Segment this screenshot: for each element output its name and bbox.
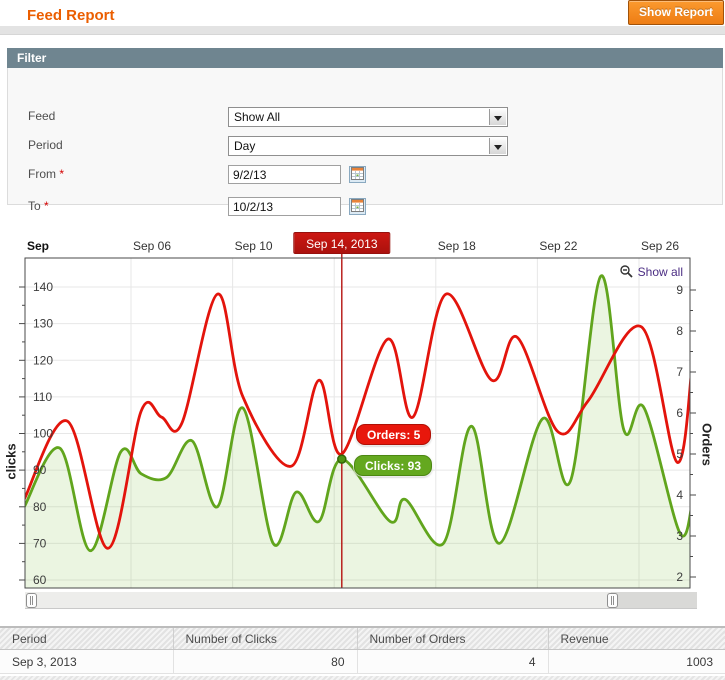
feed-label: Feed [28, 109, 56, 123]
svg-text:90: 90 [33, 463, 47, 477]
zoom-out-icon [619, 265, 633, 278]
table-cell: 4 [357, 649, 549, 674]
scrollbar-left-handle[interactable] [26, 593, 37, 608]
page-title: Feed Report [27, 7, 115, 24]
from-calendar-icon[interactable] [349, 166, 366, 183]
feed-select-value: Show All [234, 110, 281, 124]
svg-text:6: 6 [676, 406, 683, 420]
chart-range-scrollbar[interactable] [25, 592, 697, 609]
clicks-tooltip: Clicks: 93 [354, 455, 433, 476]
svg-text:4: 4 [676, 488, 683, 502]
right-axis-title: Orders [699, 423, 715, 466]
to-label: To * [28, 199, 49, 213]
required-asterisk: * [44, 199, 49, 213]
chevron-down-icon[interactable] [489, 109, 506, 125]
to-date-input[interactable] [228, 197, 341, 216]
to-calendar-icon[interactable] [349, 198, 366, 215]
table-header-cell: Number of Orders [357, 628, 549, 650]
svg-text:60: 60 [33, 573, 47, 587]
table-cell: Sep 3, 2013 [0, 649, 174, 674]
scrollbar-right-handle[interactable] [607, 593, 618, 608]
svg-text:2: 2 [676, 570, 683, 584]
x-axis-tick-label: Sep 18 [437, 239, 476, 253]
feed-select[interactable]: Show All [228, 107, 508, 127]
orders-tooltip: Orders: 5 [356, 424, 432, 445]
svg-text:80: 80 [33, 500, 47, 514]
header-divider-band [0, 26, 725, 35]
report-table: Period Number of Clicks Number of Orders Re… [0, 628, 725, 674]
x-axis-month-label: Sep [27, 239, 50, 253]
chevron-down-icon[interactable] [489, 138, 506, 154]
svg-text:130: 130 [33, 317, 53, 331]
svg-text:70: 70 [33, 536, 47, 550]
period-select-value: Day [234, 139, 256, 153]
svg-text:5: 5 [676, 447, 683, 461]
svg-text:110: 110 [33, 390, 52, 404]
calendar-icon [351, 199, 364, 212]
x-axis-tick-label: Sep 26 [640, 239, 680, 253]
svg-text:100: 100 [33, 427, 53, 441]
chart-plot[interactable]: 60 70 80 90 100 110 120 130 140 2 3 4 5 6 7 8 9 [0, 230, 725, 612]
table-cell: 80 [173, 649, 358, 674]
table-body: Sep 3, 2013 80 4 1003 [0, 649, 725, 674]
table-cell: 1003 [548, 649, 725, 674]
period-select[interactable]: Day [228, 136, 508, 156]
svg-text:140: 140 [33, 280, 53, 294]
filter-panel-heading: Filter [7, 48, 723, 68]
svg-text:120: 120 [33, 353, 53, 367]
show-all-link[interactable]: Show all [619, 263, 683, 279]
from-label: From * [28, 167, 65, 181]
table-header-cell: Number of Clicks [173, 628, 358, 650]
table-top-border [0, 626, 725, 628]
filter-panel-body: Feed Show All Period Day From * [7, 68, 723, 216]
period-label: Period [28, 138, 63, 152]
svg-text:8: 8 [676, 324, 683, 338]
required-asterisk: * [59, 167, 65, 181]
svg-text:3: 3 [676, 529, 683, 543]
table-header-row: Period Number of Clicks Number of Orders Re… [0, 628, 725, 650]
from-date-input[interactable] [228, 165, 341, 184]
x-axis-tick-label: Sep 22 [539, 239, 578, 253]
svg-text:7: 7 [676, 365, 683, 379]
x-axis-tick-label: Sep 10 [234, 239, 273, 253]
x-axis-tick-label: Sep 06 [132, 239, 172, 253]
table-header-cell: Period [0, 628, 174, 650]
table-header-cell: Revenue [548, 628, 725, 650]
filter-panel: Filter Feed Show All Period Day From * [7, 48, 723, 216]
scrollbar-unselected-region [611, 592, 697, 608]
table-row: Sep 3, 2013 80 4 1003 [0, 649, 725, 674]
calendar-icon [351, 167, 364, 180]
table-next-row-sliver [0, 676, 725, 680]
left-axis-title: clicks [3, 443, 19, 480]
report-chart: Sep Sep 06 Sep 10 Sep 18 Sep 22 Sep 26 Sep 1… [0, 230, 725, 612]
show-report-button[interactable]: Show Report [628, 0, 724, 25]
svg-text:9: 9 [676, 283, 683, 297]
selected-date-badge: Sep 14, 2013 [293, 232, 391, 254]
